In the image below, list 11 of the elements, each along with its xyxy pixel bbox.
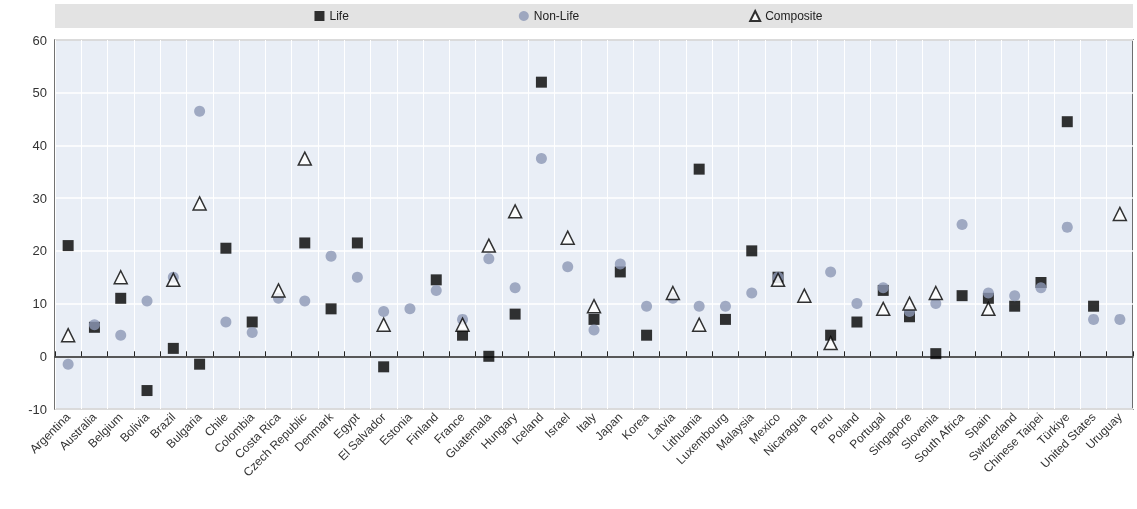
- y-tick-label: 10: [32, 296, 47, 312]
- legend-label: Life: [329, 9, 350, 23]
- y-tick-label: 40: [32, 137, 47, 153]
- y-tick-label: 20: [32, 243, 47, 259]
- y-tick-label: 30: [32, 190, 47, 206]
- legend-label: Composite: [765, 9, 823, 23]
- y-tick-label: 0: [39, 348, 47, 364]
- y-tick-label: -10: [28, 401, 47, 417]
- legend-label: Non-Life: [533, 9, 580, 23]
- y-tick-label: 50: [32, 85, 47, 101]
- y-tick-label: 60: [32, 32, 47, 48]
